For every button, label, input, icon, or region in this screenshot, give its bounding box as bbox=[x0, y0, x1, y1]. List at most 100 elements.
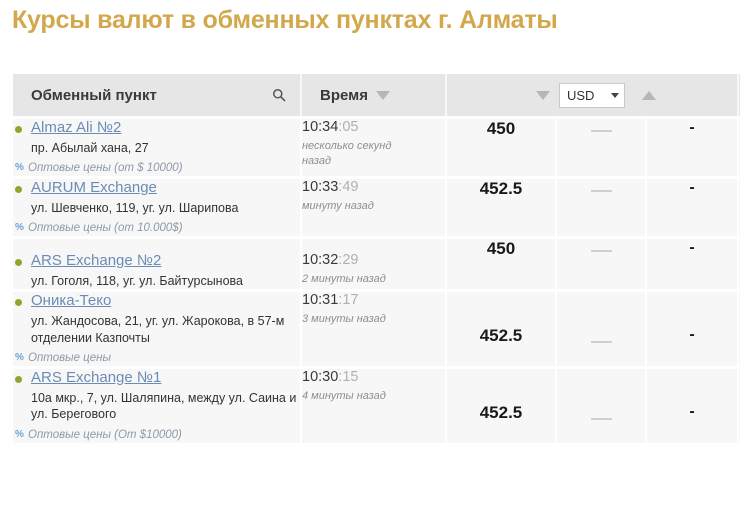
office-note: Оптовые цены (От $10000) bbox=[28, 428, 182, 441]
buy-rate-cell: 452.5 bbox=[446, 366, 557, 443]
status-dot-icon bbox=[15, 126, 22, 133]
time-value: 10:33:49 bbox=[302, 179, 445, 195]
em-dash-icon bbox=[590, 130, 612, 132]
office-address: ул. Гоголя, 118, уг. ул. Байтурсынова bbox=[31, 273, 243, 288]
row-spacer-cell bbox=[738, 366, 740, 443]
percent-icon: % bbox=[15, 222, 24, 234]
search-icon[interactable] bbox=[272, 88, 286, 102]
time-cell: 10:34:05 несколько секунд назад bbox=[301, 115, 447, 178]
time-ago: 3 минуты назад bbox=[302, 313, 386, 326]
em-dash-icon bbox=[590, 341, 612, 344]
time-cell: 10:33:49 минуту назад bbox=[301, 176, 447, 238]
row-spacer-cell bbox=[738, 236, 740, 291]
time-seconds: :17 bbox=[338, 292, 359, 309]
time-hm: 10:32 bbox=[302, 252, 339, 269]
buy-rate-cell: 450 bbox=[446, 115, 557, 178]
column-header-spacer bbox=[738, 74, 740, 118]
buy-sort-caret-down-icon[interactable] bbox=[536, 90, 550, 100]
office-cell: ARS Exchange №2 ул. Гоголя, 118, уг. ул.… bbox=[13, 236, 302, 291]
em-dash-icon bbox=[590, 418, 612, 421]
buy-rate-cell: 450 bbox=[446, 236, 557, 291]
table-row[interactable]: AURUM Exchange ул. Шевченко, 119, уг. ул… bbox=[13, 176, 740, 238]
time-value: 10:31:17 bbox=[302, 292, 445, 308]
buy-rate-cell: 452.5 bbox=[446, 289, 557, 368]
column-header-office-label: Обменный пункт bbox=[31, 86, 157, 104]
office-name-link[interactable]: AURUM Exchange bbox=[31, 179, 157, 197]
percent-icon: % bbox=[15, 428, 24, 440]
time-ago: минуту назад bbox=[302, 200, 374, 213]
table-row[interactable]: ARS Exchange №1 10а мкр., 7, ул. Шаляпин… bbox=[13, 366, 740, 443]
office-address: пр. Абылай хана, 27 bbox=[31, 140, 149, 155]
office-note: Оптовые цены (от 10.000$) bbox=[28, 222, 183, 235]
chevron-down-icon bbox=[611, 92, 619, 98]
office-name-link[interactable]: Оника-Теко bbox=[31, 292, 112, 310]
caret-down-icon[interactable] bbox=[376, 90, 390, 100]
table-row[interactable]: ARS Exchange №2 ул. Гоголя, 118, уг. ул.… bbox=[13, 236, 740, 291]
sell-rate-cell bbox=[556, 366, 647, 443]
office-cell: AURUM Exchange ул. Шевченко, 119, уг. ул… bbox=[13, 176, 302, 238]
office-name-link[interactable]: ARS Exchange №1 bbox=[31, 369, 162, 387]
time-ago: 2 минуты назад bbox=[302, 273, 386, 286]
currency-select[interactable]: USD bbox=[559, 82, 625, 108]
office-note: Оптовые цены bbox=[28, 352, 111, 365]
percent-icon: % bbox=[15, 352, 24, 364]
currency-select-value: USD bbox=[567, 87, 595, 103]
sell-sort-caret-up-icon[interactable] bbox=[642, 90, 656, 100]
row-spacer-cell bbox=[738, 289, 740, 368]
table-row[interactable]: Оника-Теко ул. Жандосова, 21, уг. ул. Жа… bbox=[13, 289, 740, 368]
status-dot-icon bbox=[15, 259, 22, 267]
office-cell: Almaz Ali №2 пр. Абылай хана, 27 % Оптов… bbox=[13, 115, 302, 178]
sell-rate-cell bbox=[556, 236, 647, 291]
extra-rate-cell: - bbox=[646, 289, 740, 368]
office-name-link[interactable]: ARS Exchange №2 bbox=[31, 252, 162, 270]
office-address: ул. Шевченко, 119, уг. ул. Шарипова bbox=[31, 200, 239, 215]
time-hm: 10:34 bbox=[302, 119, 339, 135]
extra-rate-cell: - bbox=[646, 115, 740, 178]
status-dot-icon bbox=[15, 376, 22, 384]
time-value: 10:34:05 bbox=[302, 119, 445, 135]
table-body: Almaz Ali №2 пр. Абылай хана, 27 % Оптов… bbox=[13, 115, 740, 443]
extra-rate-cell: - bbox=[646, 176, 740, 238]
time-hm: 10:31 bbox=[302, 292, 339, 309]
time-seconds: :49 bbox=[338, 179, 359, 196]
percent-icon: % bbox=[15, 162, 24, 174]
sell-rate-cell bbox=[556, 115, 647, 178]
buy-rate-cell: 452.5 bbox=[446, 176, 557, 238]
table-header-row: Обменный пункт Время bbox=[13, 74, 740, 118]
column-header-office[interactable]: Обменный пункт bbox=[13, 74, 302, 118]
column-header-time-label: Время bbox=[320, 86, 368, 104]
time-hm: 10:33 bbox=[302, 179, 339, 196]
time-seconds: :05 bbox=[338, 119, 359, 135]
office-cell: Оника-Теко ул. Жандосова, 21, уг. ул. Жа… bbox=[13, 289, 302, 368]
time-seconds: :15 bbox=[338, 369, 359, 386]
time-cell: 10:32:29 2 минуты назад bbox=[301, 236, 447, 291]
row-spacer-cell bbox=[738, 176, 740, 238]
office-address: 10а мкр., 7, ул. Шаляпина, между ул. Саи… bbox=[31, 390, 297, 422]
sell-rate-cell bbox=[556, 289, 647, 368]
table-header: Обменный пункт Время bbox=[13, 74, 740, 118]
page-title: Курсы валют в обменных пунктах г. Алматы bbox=[12, 6, 558, 34]
office-cell: ARS Exchange №1 10а мкр., 7, ул. Шаляпин… bbox=[13, 366, 302, 443]
status-dot-icon bbox=[15, 299, 22, 307]
time-seconds: :29 bbox=[338, 252, 359, 269]
extra-rate-cell: - bbox=[646, 366, 740, 443]
time-hm: 10:30 bbox=[302, 369, 339, 386]
status-dot-icon bbox=[15, 186, 22, 194]
em-dash-icon bbox=[590, 190, 612, 193]
office-note: Оптовые цены (от $ 10000) bbox=[28, 162, 183, 175]
em-dash-icon bbox=[590, 250, 612, 253]
time-ago: 4 минуты назад bbox=[302, 390, 386, 403]
time-cell: 10:30:15 4 минуты назад bbox=[301, 366, 447, 443]
extra-rate-cell: - bbox=[646, 236, 740, 291]
time-cell: 10:31:17 3 минуты назад bbox=[301, 289, 447, 368]
column-header-time[interactable]: Время bbox=[301, 74, 447, 118]
time-value: 10:32:29 bbox=[302, 252, 445, 268]
sell-rate-cell bbox=[556, 176, 647, 238]
table-row[interactable]: Almaz Ali №2 пр. Абылай хана, 27 % Оптов… bbox=[13, 115, 740, 178]
exchange-rates-table: Обменный пункт Время bbox=[13, 74, 740, 443]
time-ago: несколько секунд назад bbox=[302, 140, 392, 167]
time-value: 10:30:15 bbox=[302, 369, 445, 385]
row-spacer-cell bbox=[738, 115, 740, 178]
office-name-link[interactable]: Almaz Ali №2 bbox=[31, 119, 122, 136]
